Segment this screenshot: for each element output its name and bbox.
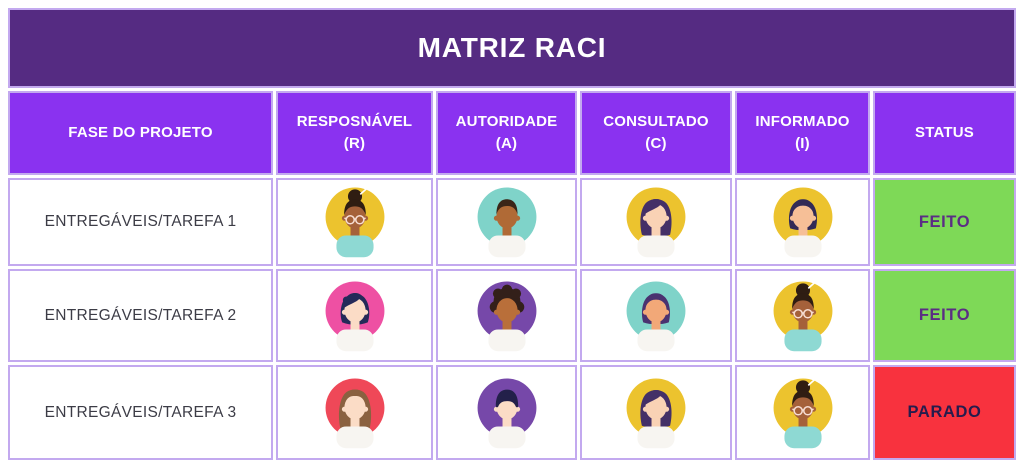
- responsible-avatar-cell-row1: [276, 178, 433, 266]
- informed-avatar-cell-row1: [735, 178, 870, 266]
- column-header-fase-do-projeto: FASE DO PROJETO: [8, 91, 273, 175]
- phase-cell-row3: ENTREGÁVEIS/TAREFA 3: [8, 365, 273, 460]
- responsible-avatar-cell-row2: [276, 269, 433, 362]
- column-header-label: FASE DO PROJETO: [68, 124, 213, 142]
- status-badge-row3: PARADO: [873, 365, 1016, 460]
- authority-avatar-cell-row3: [436, 365, 577, 460]
- authority-avatar-cell-row2: [436, 269, 577, 362]
- woman-bun-glasses-avatar: [325, 187, 384, 258]
- phase-cell-row1: ENTREGÁVEIS/TAREFA 1: [8, 178, 273, 266]
- woman-wavy-hair-avatar: [325, 280, 384, 351]
- column-header-label: STATUS: [915, 124, 974, 142]
- responsible-avatar-cell-row3: [276, 365, 433, 460]
- column-header-autoridade: AUTORIDADE (A): [436, 91, 577, 175]
- woman-side-part-avatar: [626, 377, 686, 448]
- woman-bob-teal-avatar: [626, 280, 686, 351]
- authority-avatar-cell-row1: [436, 178, 577, 266]
- column-header-label: INFORMADO: [755, 113, 850, 131]
- column-header-informado: INFORMADO (I): [735, 91, 870, 175]
- column-header-sub: (A): [495, 135, 518, 152]
- matrix-title: MATRIZ RACI: [8, 8, 1016, 88]
- woman-side-part-avatar: [626, 187, 686, 258]
- phase-cell-row2: ENTREGÁVEIS/TAREFA 2: [8, 269, 273, 362]
- column-header-responsavel: RESPOSNÁVEL (R): [276, 91, 433, 175]
- woman-brown-hair-avatar: [325, 377, 384, 448]
- status-badge-row1: FEITO: [873, 178, 1016, 266]
- person-bowl-cut-avatar: [477, 377, 536, 448]
- column-header-consultado: CONSULTADO (C): [580, 91, 732, 175]
- informed-avatar-cell-row2: [735, 269, 870, 362]
- woman-bun-glasses-avatar: [773, 377, 832, 448]
- status-badge-row2: FEITO: [873, 269, 1016, 362]
- person-bob-hair-avatar: [773, 187, 832, 258]
- consulted-avatar-cell-row1: [580, 178, 732, 266]
- column-header-status: STATUS: [873, 91, 1016, 175]
- consulted-avatar-cell-row2: [580, 269, 732, 362]
- person-afro-hair-avatar: [477, 280, 536, 351]
- column-header-sub: (R): [343, 135, 366, 152]
- column-header-label: CONSULTADO: [603, 113, 709, 131]
- column-header-sub: (C): [645, 135, 667, 152]
- informed-avatar-cell-row3: [735, 365, 870, 460]
- raci-matrix-table: MATRIZ RACI FASE DO PROJETO RESPOSNÁVEL …: [8, 8, 1016, 460]
- column-header-sub: (I): [795, 135, 810, 152]
- woman-bun-glasses-avatar: [773, 280, 832, 351]
- consulted-avatar-cell-row3: [580, 365, 732, 460]
- column-header-label: RESPOSNÁVEL: [296, 113, 413, 131]
- man-short-hair-avatar: [477, 187, 536, 258]
- column-header-label: AUTORIDADE: [455, 113, 558, 131]
